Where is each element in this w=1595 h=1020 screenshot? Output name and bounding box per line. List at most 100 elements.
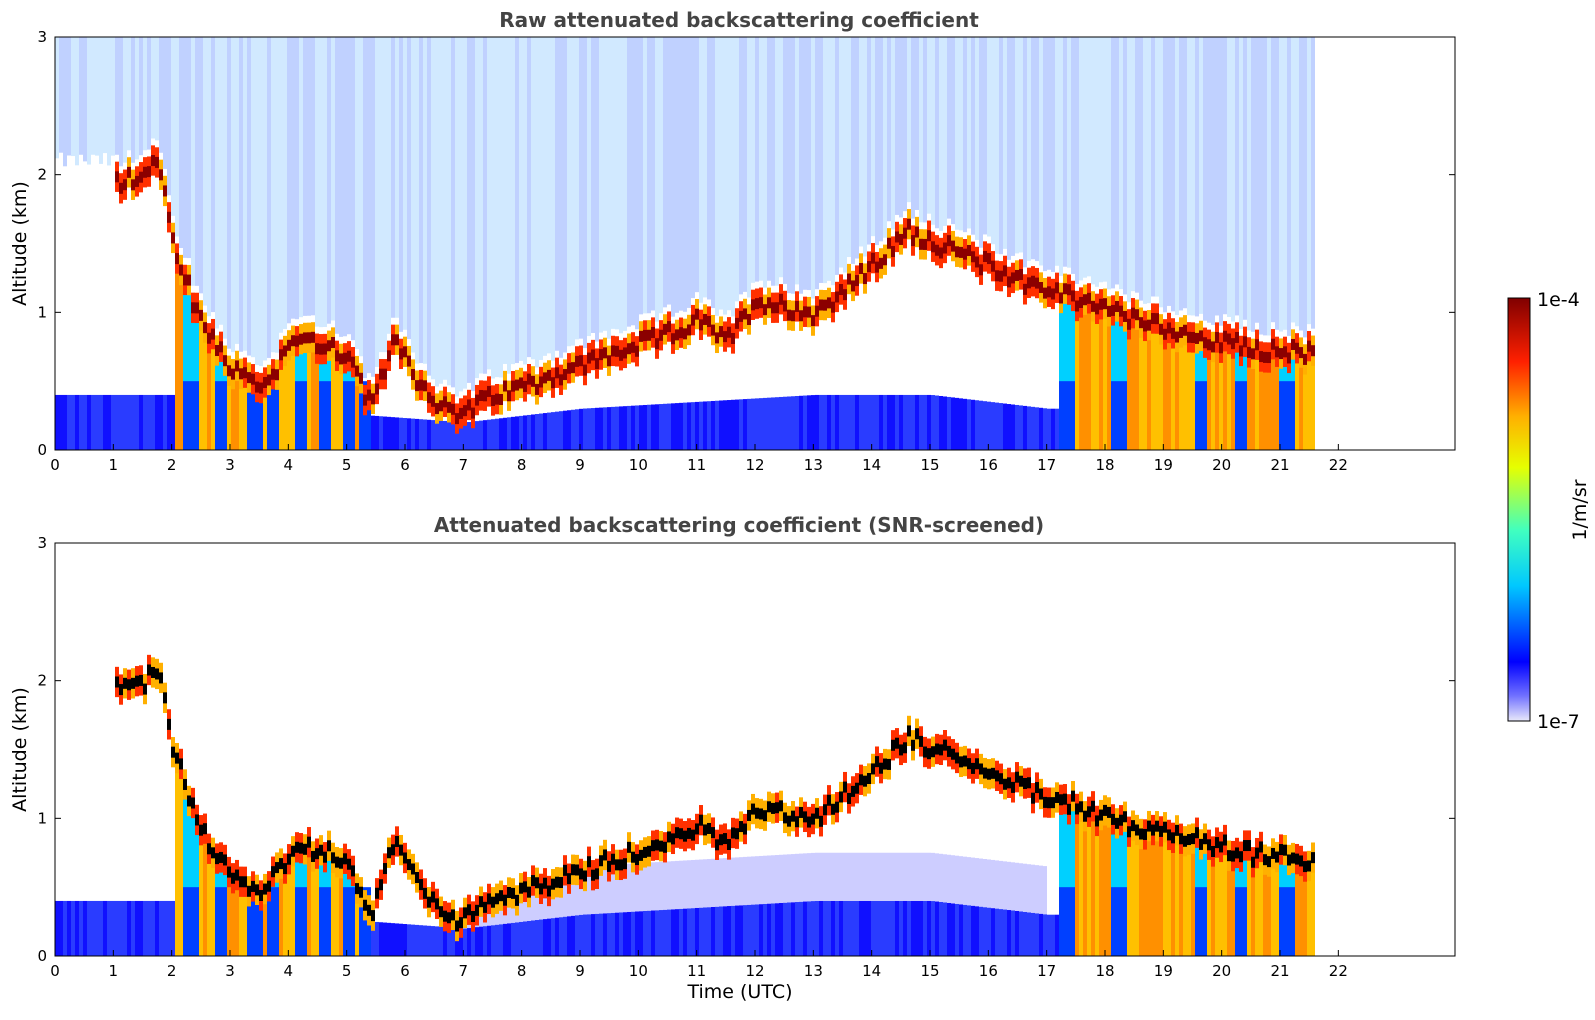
heatmap-cell — [583, 408, 587, 450]
x-tick-label: 16 — [979, 962, 998, 980]
heatmap-cell — [635, 911, 639, 956]
heatmap-cell — [703, 401, 707, 450]
heatmap-cell — [631, 911, 635, 956]
heatmap-cell — [803, 395, 807, 450]
heatmap-cell — [1051, 408, 1055, 450]
heatmap-cell — [743, 399, 747, 450]
heatmap-cell — [459, 422, 463, 450]
heatmap-cell — [91, 900, 95, 956]
heatmap-cell — [1003, 909, 1007, 956]
chart-panel-1: Raw attenuated backscattering coefficien… — [9, 8, 1456, 474]
heatmap-cell — [851, 900, 855, 956]
heatmap-cell — [687, 402, 691, 450]
heatmap-cell — [699, 401, 703, 450]
heatmap-cell — [147, 900, 151, 956]
heatmap-cell — [991, 402, 995, 450]
heatmap-cell — [711, 400, 715, 450]
heatmap-cell — [975, 906, 979, 956]
heatmap-cell — [67, 900, 71, 956]
heatmap-cell — [683, 402, 687, 450]
heatmap-cell — [747, 904, 751, 956]
heatmap-cell — [663, 403, 667, 450]
heatmap-cell — [691, 908, 695, 956]
heatmap-cell — [847, 394, 851, 450]
heatmap-cell — [855, 900, 859, 956]
heatmap-cell — [495, 418, 499, 450]
heatmap-cell — [563, 916, 567, 956]
heatmap-cell — [975, 400, 979, 450]
heatmap-cell — [767, 397, 771, 450]
x-tick-label: 22 — [1329, 962, 1348, 980]
x-tick-label: 0 — [50, 456, 60, 474]
heatmap-cell — [595, 407, 599, 450]
heatmap-cell — [383, 416, 387, 450]
heatmap-cell — [571, 915, 575, 956]
x-tick-label: 22 — [1329, 456, 1348, 474]
heatmap-cell — [771, 903, 775, 956]
x-tick-label: 19 — [1154, 962, 1173, 980]
heatmap-cell — [799, 901, 803, 956]
heatmap-cell — [1007, 404, 1011, 450]
heatmap-cell — [947, 902, 951, 956]
heatmap-cell — [467, 928, 471, 956]
heatmap-cell — [603, 913, 607, 956]
heatmap-cell — [379, 416, 383, 450]
heatmap-cell — [547, 412, 551, 450]
x-tick-label: 8 — [517, 962, 527, 980]
heatmap-cell — [659, 404, 663, 450]
heatmap-cell — [691, 402, 695, 450]
heatmap-cell — [647, 910, 651, 956]
heatmap-cell — [587, 914, 591, 956]
heatmap-cell — [667, 909, 671, 956]
y-tick-label: 2 — [37, 672, 47, 690]
chart-title: Attenuated backscattering coefficient (S… — [434, 513, 1044, 537]
heatmap-cell — [1035, 913, 1039, 956]
heatmap-cell — [911, 394, 915, 450]
heatmap-cell — [883, 900, 887, 956]
heatmap-cell — [795, 396, 799, 450]
heatmap-cell — [411, 924, 415, 956]
heatmap-cell — [463, 422, 467, 450]
heatmap-cell — [739, 905, 743, 956]
heatmap-cell — [451, 421, 455, 450]
heatmap-cell — [707, 401, 711, 450]
heatmap-cell — [647, 404, 651, 450]
x-tick-label: 2 — [167, 962, 177, 980]
heatmap-cell — [535, 920, 539, 956]
heatmap-cell — [759, 398, 763, 450]
x-tick-label: 11 — [687, 456, 706, 474]
heatmap-cell — [455, 927, 459, 956]
heatmap-cell — [135, 394, 139, 450]
heatmap-cell — [615, 406, 619, 450]
heatmap-cell — [511, 416, 515, 450]
heatmap-cell — [983, 401, 987, 450]
heatmap-cell — [939, 901, 943, 956]
heatmap-cell — [143, 394, 147, 450]
heatmap-cell — [955, 397, 959, 450]
heatmap-cell — [851, 394, 855, 450]
heatmap-cell — [659, 910, 663, 956]
heatmap-cell — [395, 923, 399, 956]
heatmap-cell — [639, 405, 643, 450]
heatmap-cell — [927, 394, 931, 450]
heatmap-cell — [407, 418, 411, 450]
heatmap-cell — [119, 394, 123, 450]
heatmap-cell — [671, 909, 675, 956]
heatmap-cell — [579, 408, 583, 450]
heatmap-cell — [1015, 404, 1019, 450]
heatmap-cell — [83, 900, 87, 956]
heatmap-cell — [1007, 910, 1011, 956]
heatmap-cell — [951, 397, 955, 450]
heatmap-cell — [815, 394, 819, 450]
heatmap-cell — [155, 900, 159, 956]
heatmap-cell — [699, 907, 703, 956]
heatmap-cell — [675, 909, 679, 956]
heatmap-cell — [163, 394, 167, 450]
heatmap-cell — [791, 902, 795, 956]
heatmap-cell — [727, 400, 731, 450]
colorbar-unit-label: 1/m/sr — [1569, 479, 1591, 540]
heatmap-cell — [539, 413, 543, 450]
heatmap-cell — [979, 906, 983, 956]
heatmap-cell — [403, 418, 407, 450]
heatmap-cell — [147, 394, 151, 450]
